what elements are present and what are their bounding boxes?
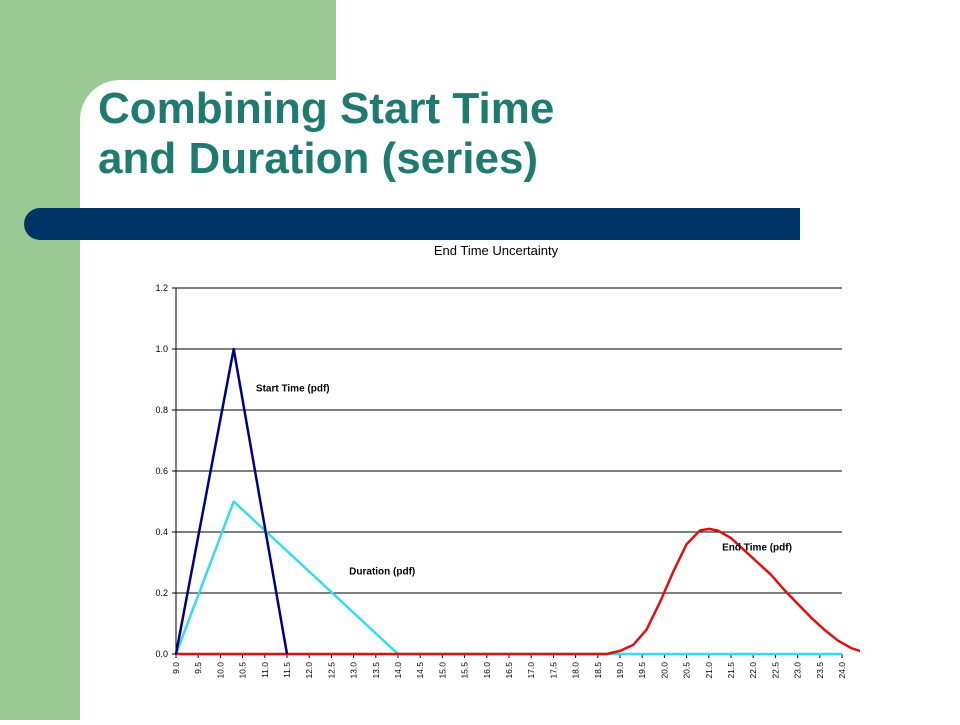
series-lines [174, 347, 874, 656]
x-tick-label: 9.5 [193, 662, 203, 674]
x-tick-label: 21.5 [726, 662, 736, 679]
y-tick-label: 0.4 [155, 527, 168, 537]
y-tick-label: 0.2 [155, 588, 168, 598]
y-tick-label: 1.0 [155, 344, 168, 354]
x-tick-label: 22.0 [748, 662, 758, 679]
series-label-1: Duration (pdf) [349, 567, 415, 578]
x-tick-label: 19.5 [637, 662, 647, 679]
series-labels: Start Time (pdf) Duration (pdf) End Time (… [256, 384, 792, 578]
series-label-0: Start Time (pdf) [256, 384, 330, 395]
x-tick-label: 15.0 [437, 662, 447, 679]
x-tick-label: 9.0 [171, 662, 181, 674]
slide-title-line1: Combining Start Time [98, 84, 555, 133]
x-tick-label: 12.5 [326, 662, 336, 679]
y-axis-ticks: 0.0 0.2 0.4 0.6 0.8 1.0 1.2 [155, 283, 176, 659]
series-label-2: End Time (pdf) [722, 542, 792, 553]
x-tick-label: 10.0 [215, 662, 225, 679]
x-tick-label: 16.5 [504, 662, 514, 679]
x-tick-label: 12.0 [304, 662, 314, 679]
x-tick-label: 20.0 [659, 662, 669, 679]
x-tick-label: 11.5 [282, 662, 292, 678]
x-tick-label: 17.5 [548, 662, 558, 679]
y-tick-label: 0.0 [155, 649, 168, 659]
left-accent-band [0, 0, 80, 720]
top-accent-band [80, 0, 336, 80]
x-tick-label: 23.0 [793, 662, 803, 679]
grid-lines [175, 287, 842, 655]
corner-curve [80, 80, 160, 160]
x-tick-label: 24.0 [837, 662, 847, 679]
x-tick-label: 10.5 [238, 662, 248, 679]
x-tick-label: 20.5 [682, 662, 692, 679]
series-line-1 [174, 500, 842, 656]
x-tick-label: 17.0 [526, 662, 536, 679]
x-tick-label: 16.0 [482, 662, 492, 679]
x-tick-label: 14.5 [415, 662, 425, 679]
x-tick-label: 11.0 [260, 662, 270, 678]
x-tick-label: 19.0 [615, 662, 625, 679]
x-tick-label: 21.0 [704, 662, 714, 679]
x-tick-label: 14.0 [393, 662, 403, 679]
y-tick-label: 0.8 [155, 405, 168, 415]
title-underline-bar [24, 208, 800, 240]
y-tick-label: 0.6 [155, 466, 168, 476]
series-line-0 [174, 347, 289, 655]
x-tick-label: 23.5 [815, 662, 825, 679]
y-tick-label: 1.2 [155, 283, 168, 293]
x-tick-label: 13.5 [371, 662, 381, 679]
x-tick-label: 18.5 [593, 662, 603, 679]
x-tick-label: 22.5 [770, 662, 780, 679]
slide-title-line2: and Duration (series) [98, 134, 539, 183]
x-tick-label: 13.0 [349, 662, 359, 679]
x-tick-label: 18.0 [571, 662, 581, 679]
chart-container: End Time Uncertainty 0.0 0.2 0.4 0.6 0.8 1.0 1… [120, 236, 874, 720]
slide-title: Combining Start Time and Duration (serie… [98, 84, 554, 184]
chart-title: End Time Uncertainty [434, 243, 559, 258]
x-tick-label: 15.5 [460, 662, 470, 679]
series-line-2 [176, 527, 874, 656]
end-time-uncertainty-chart: End Time Uncertainty 0.0 0.2 0.4 0.6 0.8 1.0 1… [155, 243, 874, 679]
x-axis-ticks: 9.0 9.5 10.0 10.5 11.0 11.5 12.0 12.5 13.0 13.5 14… [171, 654, 847, 679]
